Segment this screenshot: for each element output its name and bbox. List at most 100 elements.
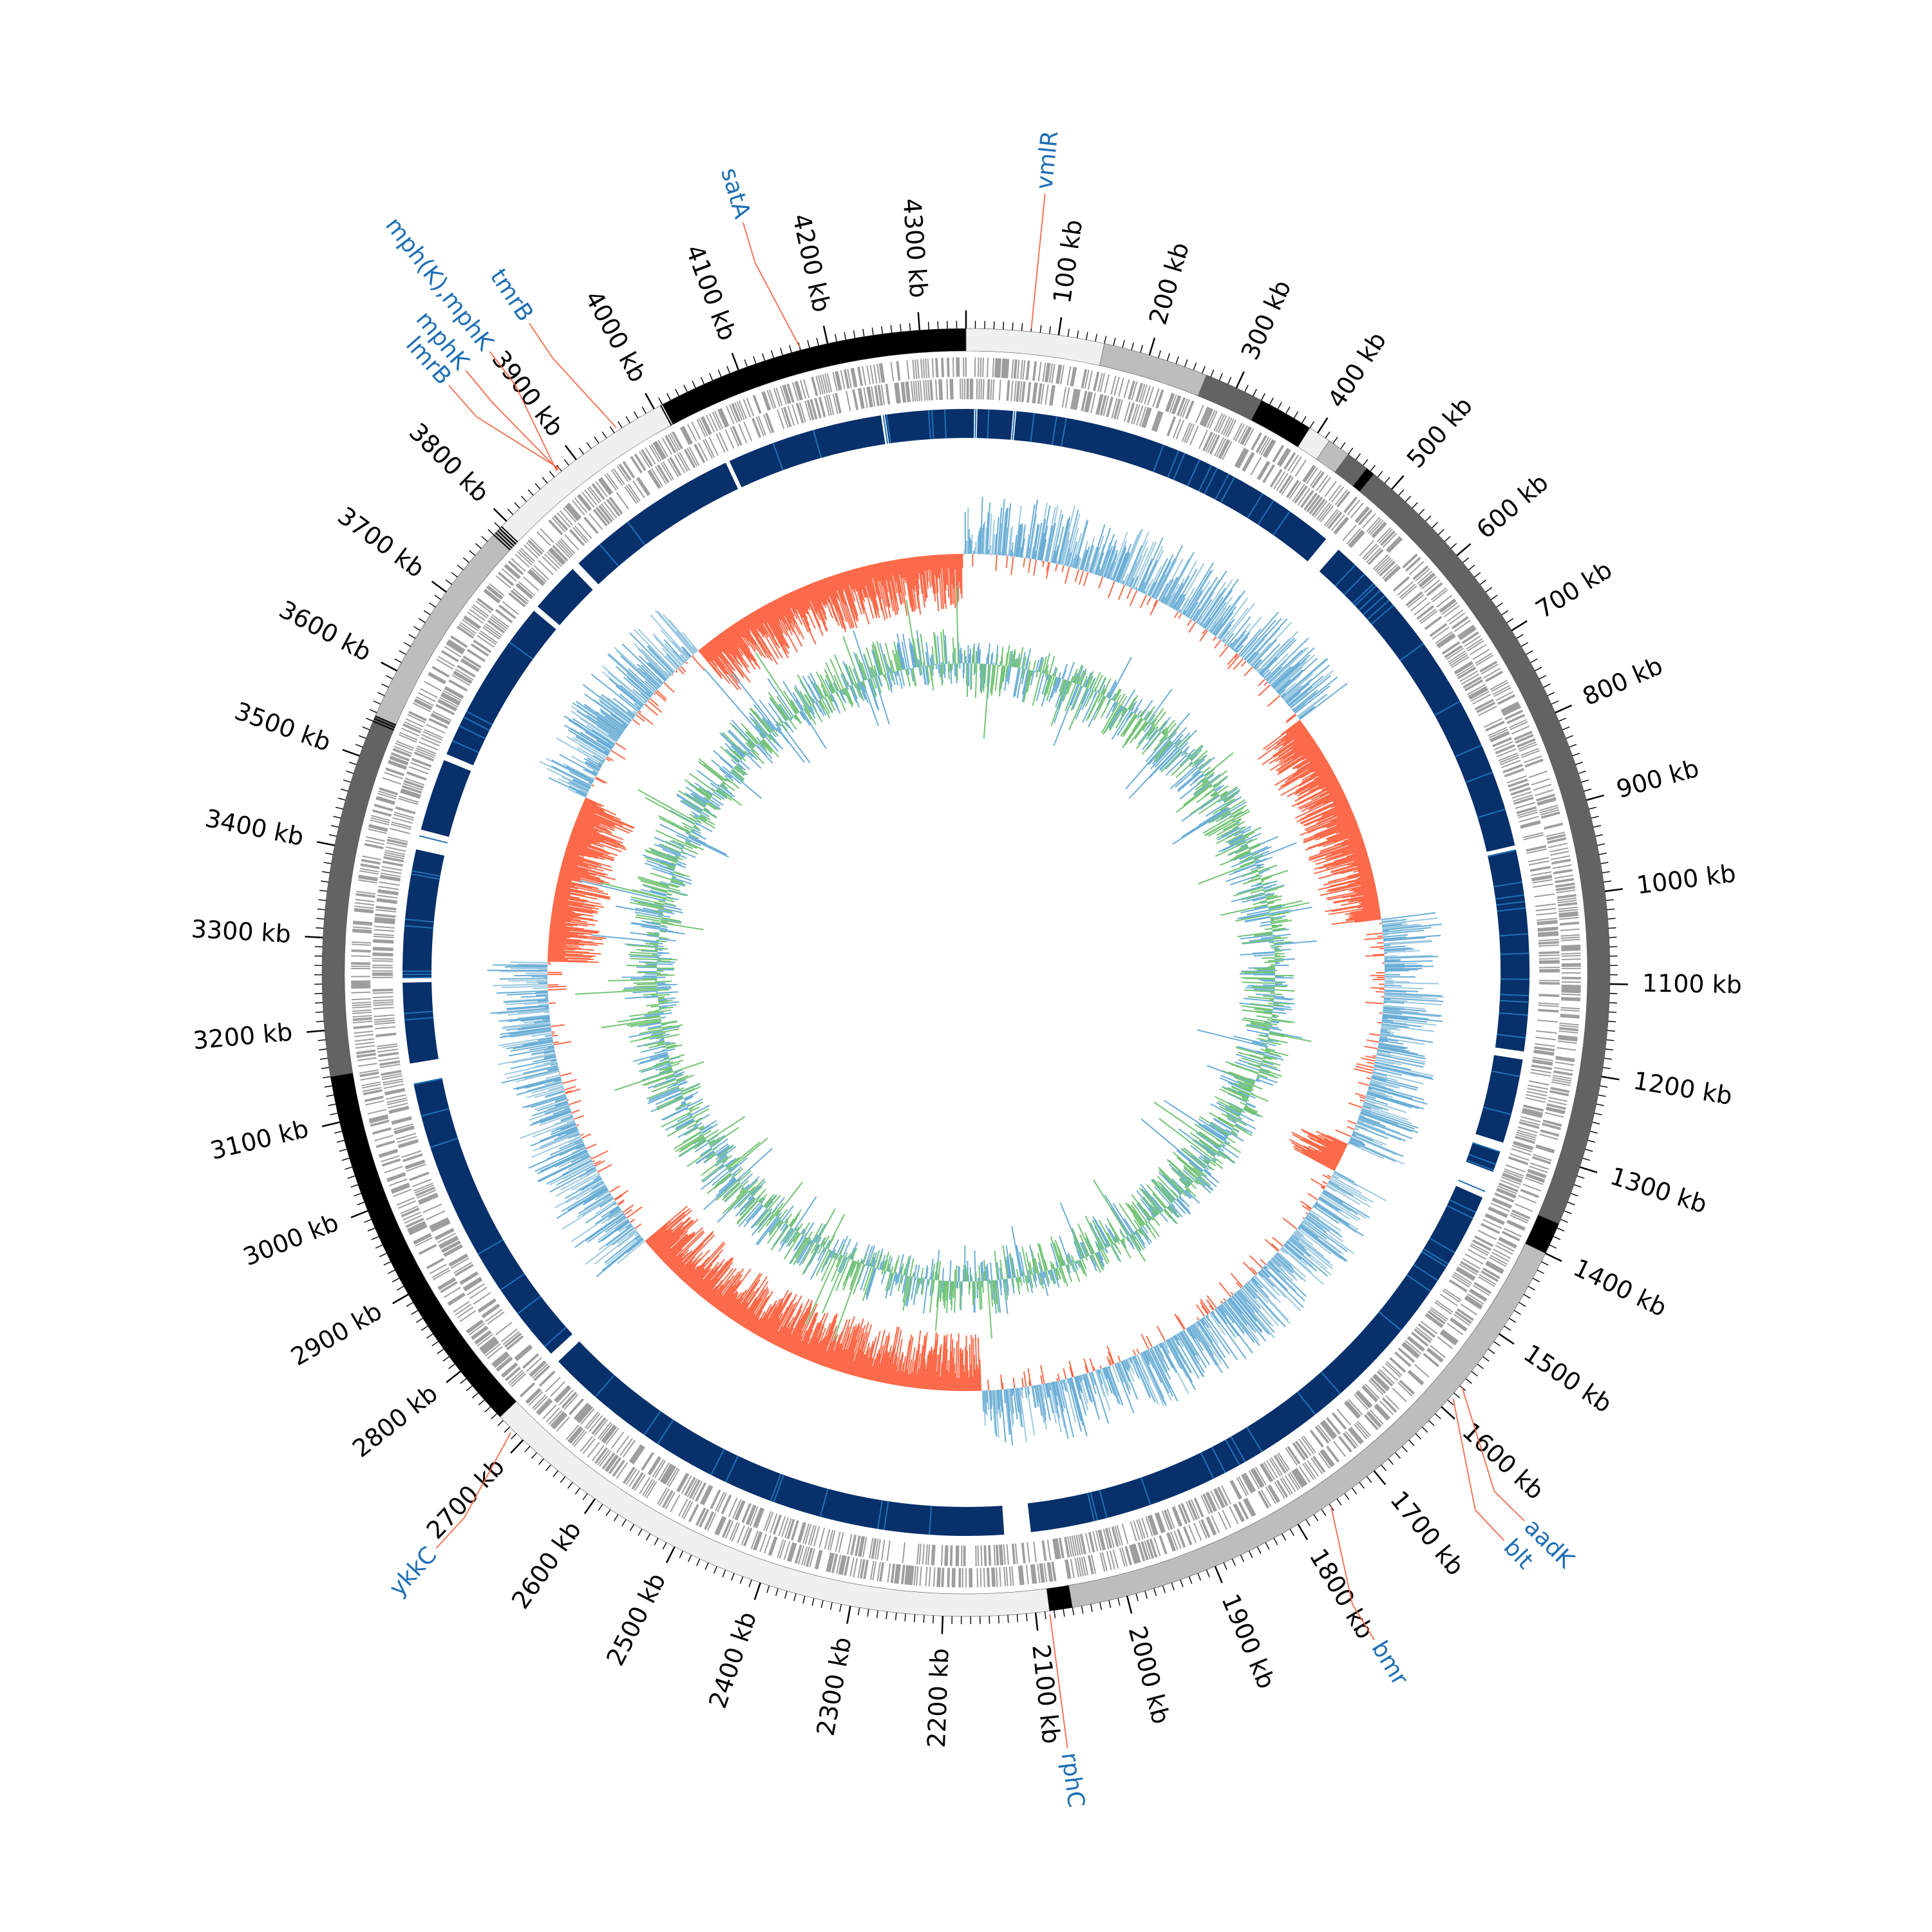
minor-tick: [475, 543, 482, 549]
minor-tick: [1523, 1294, 1531, 1299]
major-tick: [1148, 337, 1156, 355]
minor-tick: [1227, 377, 1232, 384]
major-tick: [1373, 1470, 1387, 1486]
minor-tick: [1231, 1558, 1236, 1566]
minor-tick: [431, 1341, 439, 1347]
minor-tick: [1553, 1236, 1561, 1240]
gene-label-leader: [448, 384, 560, 469]
gene-label: ykkC: [384, 1542, 442, 1602]
major-tick: [564, 444, 577, 460]
minor-tick: [618, 421, 623, 428]
minor-tick: [1351, 1488, 1358, 1495]
minor-tick: [771, 350, 774, 358]
contig-junction-mark: [1528, 1237, 1549, 1248]
minor-tick: [1558, 717, 1567, 722]
tick-label: 700 kb: [1531, 555, 1617, 624]
contig-junction-mark: [1528, 1235, 1550, 1246]
tick-label: 3700 kb: [332, 501, 430, 583]
minor-tick: [1477, 1363, 1484, 1369]
minor-tick: [1609, 936, 1617, 938]
minor-tick: [319, 1057, 328, 1060]
minor-tick: [829, 1602, 833, 1611]
orf-block: [537, 569, 593, 625]
minor-tick: [598, 1504, 603, 1511]
minor-tick: [1557, 1227, 1565, 1232]
minor-tick: [1490, 594, 1498, 600]
minor-tick: [418, 618, 426, 623]
minor-tick: [1493, 1341, 1501, 1347]
minor-tick: [1604, 880, 1612, 883]
orf-block: [1014, 411, 1327, 562]
contig-junction-mark: [1058, 1586, 1063, 1609]
minor-tick: [1607, 918, 1616, 920]
minor-tick: [662, 1542, 667, 1550]
minor-tick: [1277, 402, 1282, 410]
minor-tick: [333, 815, 341, 819]
minor-tick: [687, 1555, 692, 1562]
minor-tick: [933, 1615, 934, 1624]
tick-label: 500 kb: [1401, 392, 1478, 473]
minor-tick: [423, 610, 431, 616]
minor-tick: [1501, 610, 1509, 616]
minor-tick: [326, 1094, 334, 1097]
minor-tick: [1355, 453, 1361, 460]
minor-tick: [365, 717, 374, 722]
tick-label: 2700 kb: [421, 1452, 510, 1544]
minor-tick: [316, 1021, 324, 1023]
minor-tick: [494, 522, 500, 529]
minor-tick: [355, 744, 363, 748]
minor-tick: [726, 366, 730, 374]
minor-tick: [780, 347, 783, 355]
minor-tick: [1193, 363, 1197, 370]
gene-label-leader: [465, 370, 559, 471]
major-tick: [1604, 888, 1623, 893]
orf-block: [402, 981, 439, 1064]
minor-tick: [346, 770, 354, 774]
minor-tick: [1180, 1579, 1184, 1587]
minor-tick: [336, 1139, 345, 1143]
minor-tick: [406, 1302, 413, 1307]
minor-tick: [524, 1446, 531, 1453]
minor-tick: [383, 1261, 391, 1266]
minor-tick: [1336, 1499, 1342, 1506]
major-tick: [645, 392, 655, 410]
minor-tick: [807, 340, 810, 348]
minor-tick: [886, 1611, 888, 1620]
contig-junction-mark: [498, 528, 516, 545]
major-tick: [941, 1616, 944, 1634]
minor-tick: [1608, 927, 1616, 929]
minor-tick: [1519, 1302, 1526, 1307]
minor-tick: [1496, 602, 1503, 608]
tick-label: 2200 kb: [922, 1647, 954, 1748]
minor-tick: [1344, 1493, 1350, 1501]
contig-junction-mark: [1534, 1222, 1556, 1233]
major-tick: [1297, 1524, 1309, 1540]
gene-label: bmr: [1366, 1636, 1413, 1690]
minor-tick: [1543, 683, 1551, 688]
minor-tick: [793, 1593, 797, 1602]
major-tick: [1511, 620, 1528, 632]
minor-tick: [1090, 1604, 1093, 1612]
major-tick: [665, 1546, 676, 1564]
major-tick: [350, 1209, 368, 1218]
minor-tick: [437, 1349, 444, 1354]
minor-tick: [1488, 1349, 1495, 1354]
orf-block: [446, 611, 556, 766]
minor-tick: [511, 1433, 517, 1440]
minor-tick: [415, 1318, 423, 1323]
minor-tick: [1332, 437, 1338, 444]
orf-block: [402, 849, 445, 978]
minor-tick: [1202, 366, 1206, 374]
contig-junction-mark: [372, 720, 394, 731]
minor-tick: [641, 406, 647, 414]
minor-tick: [1240, 1555, 1245, 1562]
minor-tick: [1539, 675, 1547, 680]
minor-tick: [371, 1236, 379, 1240]
minor-tick: [1144, 1591, 1148, 1599]
major-tick: [731, 352, 739, 370]
minor-tick: [811, 1598, 815, 1606]
contig-junction-mark: [1061, 1586, 1066, 1609]
minor-tick: [1516, 634, 1524, 639]
tick-label: 3100 kb: [207, 1114, 311, 1165]
minor-tick: [1175, 356, 1179, 364]
